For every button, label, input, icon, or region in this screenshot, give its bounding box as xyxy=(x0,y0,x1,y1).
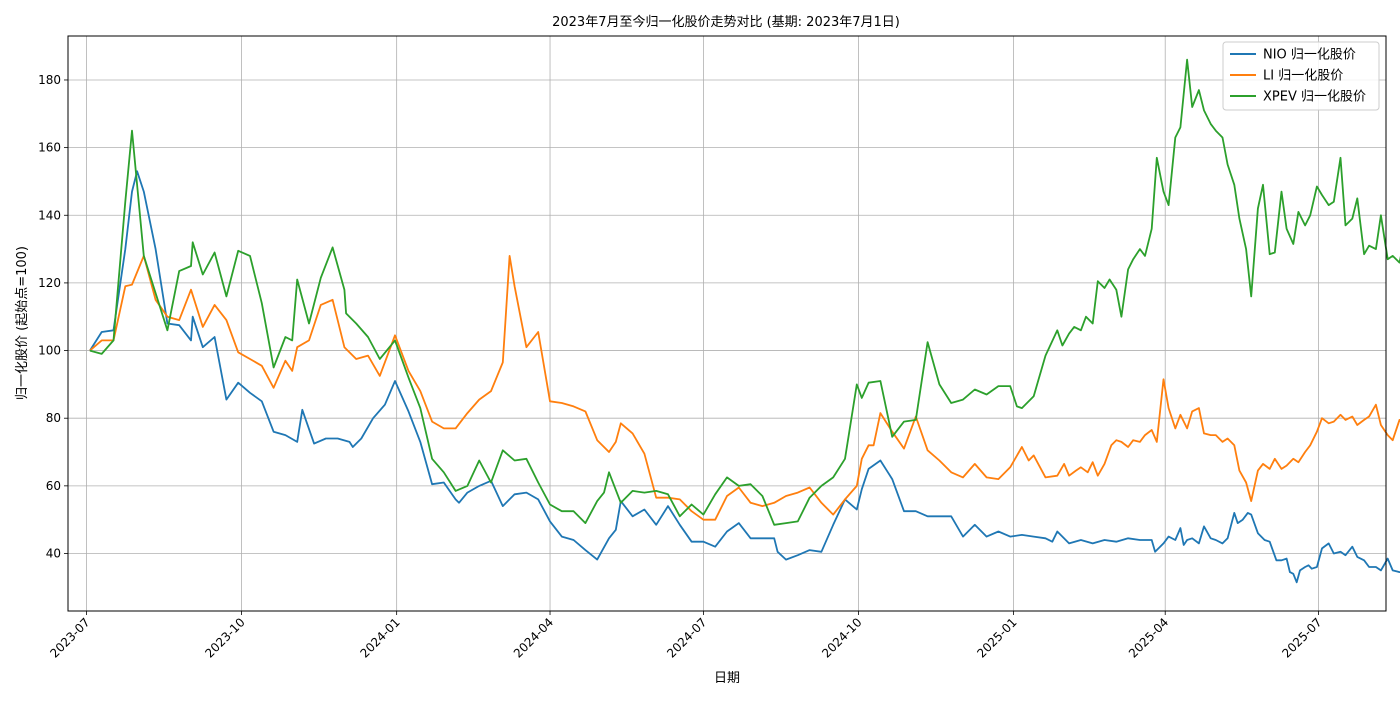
x-axis-label: 日期 xyxy=(714,671,740,686)
legend-frame xyxy=(1222,41,1380,111)
x-tick-label: 2024-01 xyxy=(357,615,402,660)
series-line xyxy=(89,170,1400,584)
y-tick-label: 140 xyxy=(38,208,61,222)
x-axis-ticks: 2023-07 2023-10 2024-01 2024-04 2024-07 2024-… xyxy=(47,611,1325,661)
y-axis-ticks: 40 60 80 100 120 140 160 180 xyxy=(38,73,68,561)
y-tick-label: 180 xyxy=(38,73,61,87)
x-tick-label: 2024-04 xyxy=(511,615,556,660)
y-tick-label: 160 xyxy=(38,141,61,155)
chart-title: 2023年7月至今归一化股价走势对比 (基期: 2023年7月1日) xyxy=(552,14,900,30)
x-tick-label: 2025-07 xyxy=(1279,615,1324,660)
grid-lines xyxy=(68,36,1386,611)
series-lines xyxy=(89,58,1400,584)
y-axis-label: 归一化股价 (起始点=100) xyxy=(15,246,30,400)
series-line xyxy=(89,254,1400,521)
legend-label: NIO 归一化股价 xyxy=(1263,48,1356,63)
y-tick-label: 120 xyxy=(38,276,61,290)
y-tick-label: 100 xyxy=(38,344,61,358)
plot-area-frame xyxy=(67,35,1387,612)
x-tick-label: 2025-04 xyxy=(1126,615,1171,660)
x-tick-label: 2023-10 xyxy=(202,615,247,660)
legend-label: XPEV 归一化股价 xyxy=(1263,90,1366,105)
legend-label: LI 归一化股价 xyxy=(1263,69,1343,84)
x-tick-label: 2023-07 xyxy=(47,615,92,660)
x-tick-label: 2024-10 xyxy=(819,615,864,660)
legend: NIO 归一化股价 LI 归一化股价 XPEV 归一化股价 xyxy=(1222,41,1380,111)
x-tick-label: 2024-07 xyxy=(664,615,709,660)
series-line xyxy=(89,58,1400,526)
y-tick-label: 80 xyxy=(46,411,61,425)
y-tick-label: 60 xyxy=(46,479,61,493)
x-tick-label: 2025-01 xyxy=(974,615,1019,660)
y-tick-label: 40 xyxy=(46,547,61,561)
